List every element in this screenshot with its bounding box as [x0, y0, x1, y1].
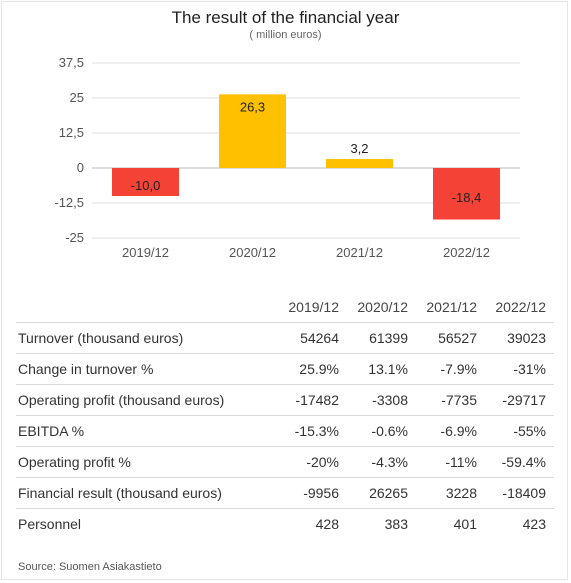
row-label: Personnel	[16, 508, 278, 539]
table-cell: 26265	[347, 477, 416, 509]
source-note: Source: Suomen Asiakastieto	[18, 561, 162, 573]
table-row: Personnel 428 383 401 423	[16, 508, 554, 539]
y-tick-label: 0	[77, 160, 84, 175]
table-cell: 383	[347, 508, 416, 539]
y-tick-label: -12,5	[54, 195, 84, 210]
table-cell: -3308	[347, 384, 416, 416]
table-header-col: 2020/12	[357, 299, 408, 315]
bar	[112, 168, 179, 196]
table-cell: 3228	[416, 477, 485, 509]
row-label: EBITDA %	[16, 415, 278, 447]
table-cell: 39023	[485, 322, 554, 354]
table-row: EBITDA % -15.3% -0.6% -6.9% -55%	[16, 415, 554, 447]
bar	[326, 159, 393, 168]
table-cell: 25.9%	[278, 353, 347, 385]
table-header-col: 2021/12	[426, 299, 477, 315]
table-row: Operating profit (thousand euros) -17482…	[16, 384, 554, 416]
table-cell: -59.4%	[485, 446, 554, 478]
bar	[433, 168, 500, 220]
table-cell: -20%	[278, 446, 347, 478]
x-tick-label: 2020/12	[229, 245, 276, 260]
y-tick-label: 37,5	[59, 55, 84, 70]
row-label: Change in turnover %	[16, 353, 278, 385]
y-tick-label: 12,5	[59, 125, 84, 140]
table-cell: -29717	[485, 384, 554, 416]
x-tick-label: 2022/12	[443, 245, 490, 260]
table-cell: -7735	[416, 384, 485, 416]
x-tick-label: 2021/12	[336, 245, 383, 260]
table-cell: -11%	[416, 446, 485, 478]
row-label: Operating profit (thousand euros)	[16, 384, 278, 416]
row-label: Turnover (thousand euros)	[16, 322, 278, 354]
chart-title: The result of the financial year	[171, 8, 400, 27]
table-header-col: 2019/12	[288, 299, 339, 315]
table-cell: 54264	[278, 322, 347, 354]
bar-value-label: 3,2	[350, 141, 368, 156]
table-header-row: 2019/12 2020/12 2021/12 2022/12	[16, 292, 554, 323]
row-label: Operating profit %	[16, 446, 278, 478]
table-row: Turnover (thousand euros) 54264 61399 56…	[16, 322, 554, 354]
table-header-empty	[16, 292, 278, 323]
x-tick-label: 2019/12	[122, 245, 169, 260]
table-cell: 423	[485, 508, 554, 539]
table-cell: -7.9%	[416, 353, 485, 385]
bar-value-label: -10,0	[131, 178, 161, 193]
bar-chart: 37,5 25 12,5 0 -12,5 -25 -10,0 2019/12 26,3 2020/…	[54, 55, 520, 260]
table-cell: 13.1%	[347, 353, 416, 385]
table-cell: 401	[416, 508, 485, 539]
table-row: Financial result (thousand euros) -9956 …	[16, 477, 554, 509]
y-tick-label: -25	[65, 230, 84, 245]
table-cell: -0.6%	[347, 415, 416, 447]
table-cell: 56527	[416, 322, 485, 354]
table-cell: 428	[278, 508, 347, 539]
financial-table: 2019/12 2020/12 2021/12 2022/12 Turnover…	[16, 292, 554, 539]
bar-value-label: 26,3	[240, 99, 265, 114]
table-cell: -17482	[278, 384, 347, 416]
table-header-col: 2022/12	[495, 299, 546, 315]
bar-value-label: -18,4	[452, 190, 482, 205]
row-label: Financial result (thousand euros)	[16, 477, 278, 509]
chart-subtitle: ( million euros)	[249, 29, 322, 41]
y-tick-label: 25	[70, 90, 84, 105]
table-cell: -9956	[278, 477, 347, 509]
table-cell: 61399	[347, 322, 416, 354]
table-cell: -55%	[485, 415, 554, 447]
table-row: Operating profit % -20% -4.3% -11% -59.4…	[16, 446, 554, 478]
table-cell: -18409	[485, 477, 554, 509]
table-cell: -31%	[485, 353, 554, 385]
table-cell: -6.9%	[416, 415, 485, 447]
table-cell: -15.3%	[278, 415, 347, 447]
bar	[219, 94, 286, 168]
table-row: Change in turnover % 25.9% 13.1% -7.9% -…	[16, 353, 554, 385]
table-cell: -4.3%	[347, 446, 416, 478]
